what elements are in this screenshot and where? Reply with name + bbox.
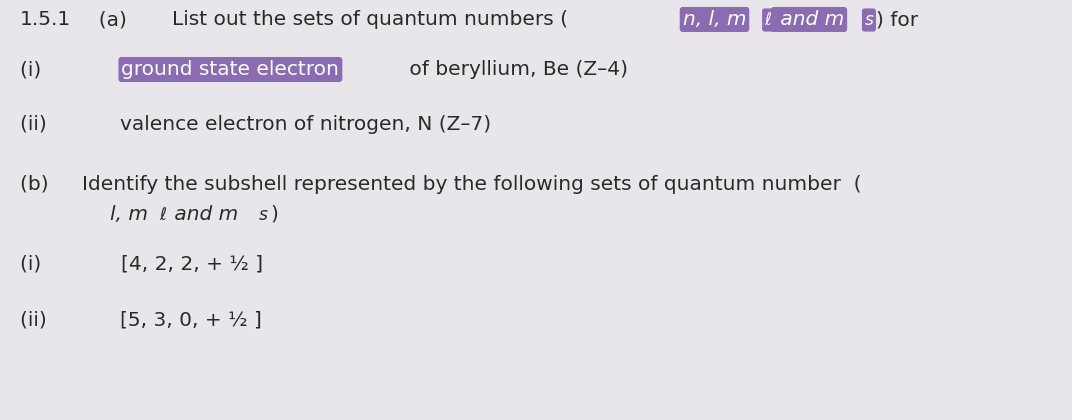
Text: [5, 3, 0, + ½ ]: [5, 3, 0, + ½ ] (120, 310, 263, 329)
Text: and m: and m (168, 205, 238, 224)
Text: s: s (864, 11, 874, 29)
Text: ) for: ) for (876, 10, 918, 29)
Text: s: s (258, 206, 268, 224)
Text: ℓ: ℓ (764, 11, 772, 29)
Text: ℓ: ℓ (159, 206, 166, 224)
Text: ): ) (270, 205, 279, 224)
Text: of beryllium, Be (Z–4): of beryllium, Be (Z–4) (403, 60, 627, 79)
Text: [4, 2, 2, + ½ ]: [4, 2, 2, + ½ ] (121, 255, 264, 274)
Text: and m: and m (774, 10, 844, 29)
Text: Identify the subshell represented by the following sets of quantum number  (: Identify the subshell represented by the… (81, 175, 861, 194)
Text: ground state electron: ground state electron (121, 60, 340, 79)
Text: List out the sets of quantum numbers (: List out the sets of quantum numbers ( (172, 10, 568, 29)
Text: (ii): (ii) (20, 310, 98, 329)
Text: (i): (i) (20, 60, 99, 79)
Text: valence electron of nitrogen, N (Z–7): valence electron of nitrogen, N (Z–7) (120, 115, 491, 134)
Text: l, m: l, m (110, 205, 148, 224)
Text: 1.5.1: 1.5.1 (20, 10, 71, 29)
Text: (ii): (ii) (20, 115, 98, 134)
Text: (a): (a) (86, 10, 152, 29)
Text: (i): (i) (20, 255, 99, 274)
Text: n, l, m: n, l, m (683, 10, 746, 29)
Text: (b): (b) (20, 175, 68, 194)
